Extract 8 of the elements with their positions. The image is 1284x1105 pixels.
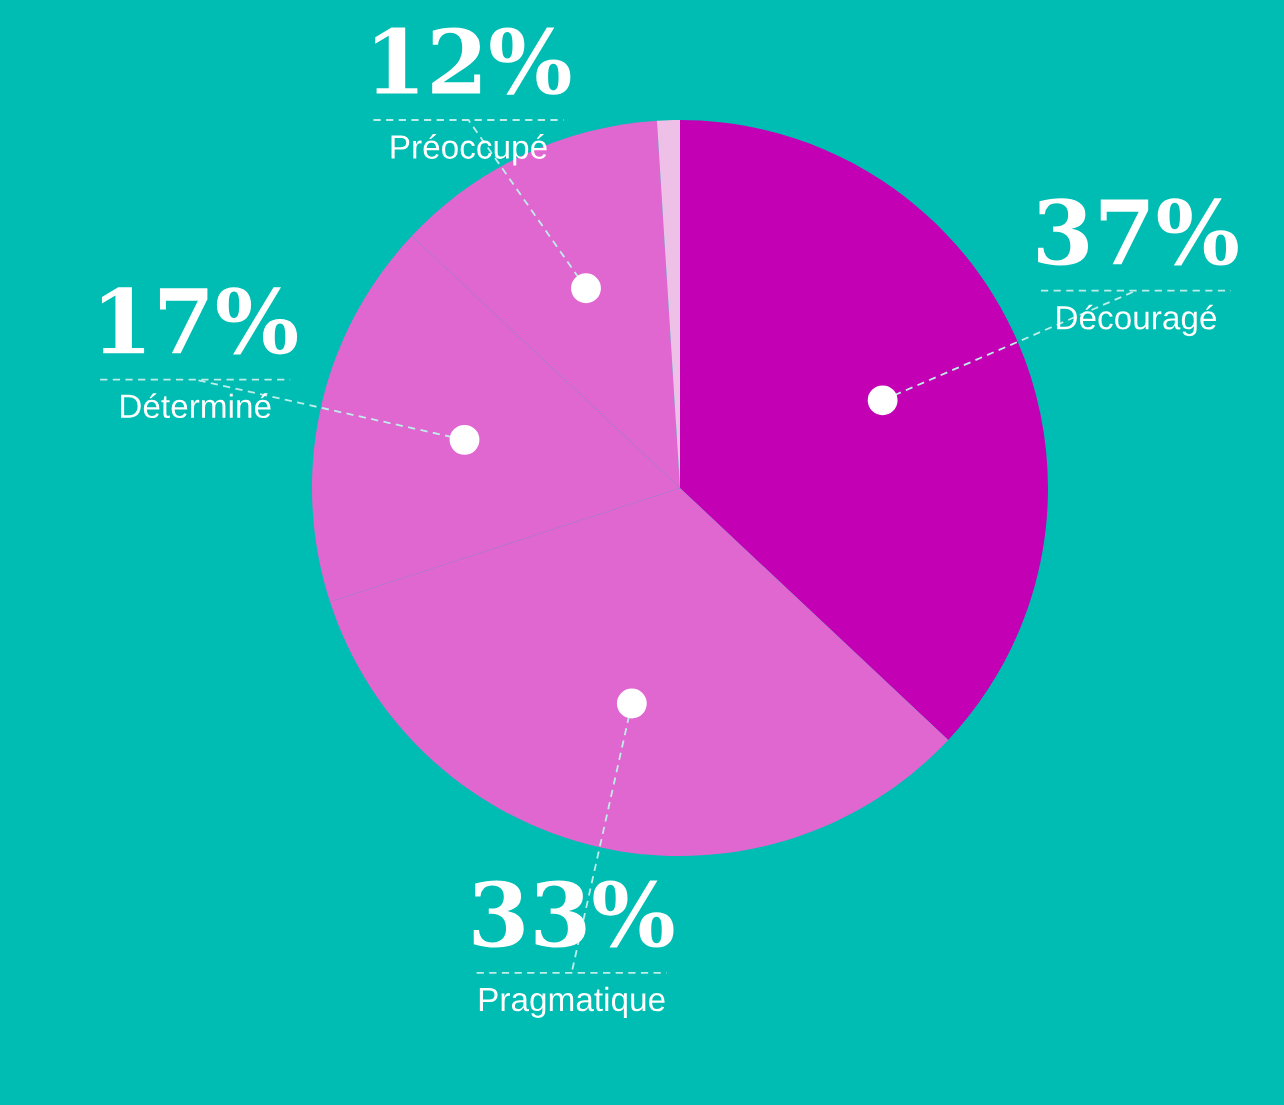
data-label: 37% bbox=[1038, 198, 1238, 266]
slice-label: Découragé bbox=[1057, 304, 1216, 337]
slice-label: Préoccupé bbox=[391, 134, 547, 166]
data-label: 33% bbox=[473, 880, 674, 948]
data-label: 12% bbox=[375, 27, 571, 95]
slice-label: Déterminé bbox=[121, 393, 271, 419]
slice-label: Pragmatique bbox=[479, 986, 665, 1018]
data-label: 17% bbox=[101, 287, 298, 355]
